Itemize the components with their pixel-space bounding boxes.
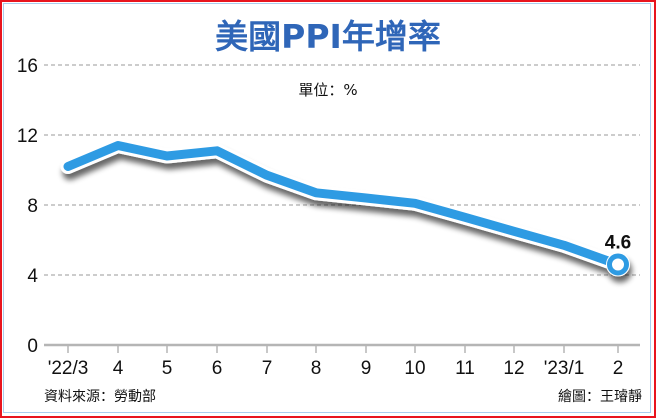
x-tick-label: 12 (503, 358, 524, 379)
data-annotation: 4.6 (605, 233, 631, 254)
x-tick-label: '23/1 (544, 358, 585, 379)
x-tick-label: 10 (404, 358, 425, 379)
x-tick-label: 11 (455, 358, 475, 379)
x-tick-label: '22/3 (48, 358, 89, 379)
x-tick-label: 5 (162, 358, 173, 379)
endpoint-marker (607, 253, 629, 276)
x-tick-label: 4 (113, 358, 124, 379)
x-tick-label: 7 (262, 358, 273, 379)
x-tick-label: 6 (212, 358, 223, 379)
chart-title: 美國PPI年增率 (215, 17, 441, 56)
unit-label: 單位：% (298, 81, 358, 99)
inner-border (3, 3, 651, 413)
data-series (60, 138, 630, 277)
y-tick-label: 8 (27, 196, 38, 217)
y-tick-label: 4 (27, 266, 38, 287)
value-label: 4.6 (605, 233, 631, 254)
y-axis: 0 4 8 12 16 (17, 56, 39, 357)
series-line (60, 138, 630, 277)
y-tick-label: 12 (17, 126, 38, 147)
credit-note: 繪圖：王璿靜 (558, 389, 642, 405)
source-note: 資料來源：勞動部 (44, 389, 156, 405)
x-tick-label: 8 (311, 358, 322, 379)
y-tick-label: 0 (27, 336, 38, 357)
gridlines (44, 64, 640, 347)
x-tick-label: 2 (613, 358, 624, 379)
x-tick-label: 9 (361, 358, 372, 379)
y-tick-label: 16 (17, 56, 38, 77)
x-axis: '22/3 4 5 6 7 8 9 10 11 12 '23/1 2 (48, 346, 624, 379)
